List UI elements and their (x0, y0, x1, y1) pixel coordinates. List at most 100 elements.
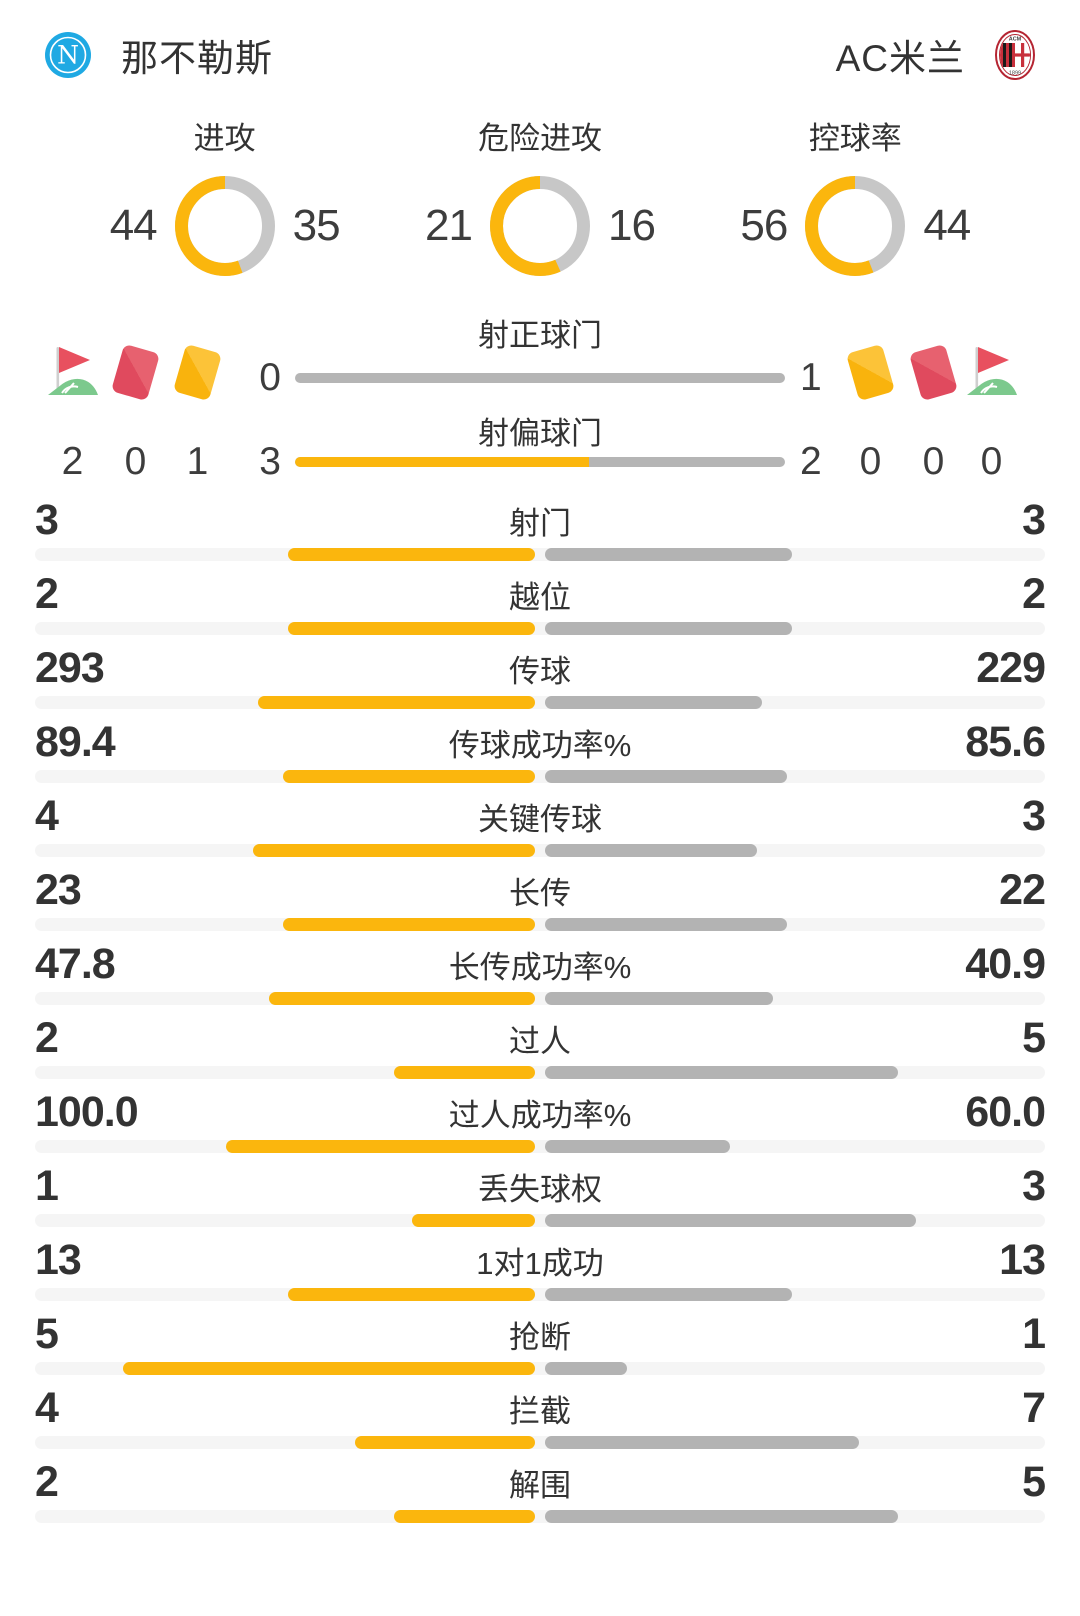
stat-bar (35, 1214, 1045, 1227)
stat-row: 4 拦截 7 (0, 1384, 1080, 1458)
home-yellow-cards-value: 1 (186, 440, 209, 483)
home-discipline-icons (45, 340, 222, 404)
stat-bar (35, 622, 1045, 635)
donut-title: 危险进攻 (477, 121, 602, 156)
corner-flag-icon (45, 341, 99, 403)
stat-bar (35, 918, 1045, 931)
away-corners-value: 0 (980, 440, 1003, 483)
stat-away-value: 60.0 (965, 1088, 1046, 1136)
stat-row: 4 关键传球 3 (0, 792, 1080, 866)
away-yellow-cards-value: 0 (859, 440, 882, 483)
stat-bar (35, 696, 1045, 709)
stat-row: 2 过人 5 (0, 1014, 1080, 1088)
shots-on-target-label: 射正球门 (478, 318, 602, 353)
red-card-icon (110, 343, 160, 401)
stat-row: 2 解围 5 (0, 1458, 1080, 1532)
stat-row: 1 丢失球权 3 (0, 1162, 1080, 1236)
stats-list: 3 射门 3 2 越位 2 293 传球 229 (0, 496, 1080, 1532)
donut-away-value: 44 (923, 201, 971, 250)
shots-on-target-bar (295, 373, 785, 383)
donut-chart (805, 176, 906, 276)
stat-label: 拦截 (509, 1393, 571, 1429)
home-discipline-values: 2 0 1 (45, 440, 219, 484)
donut-home-value: 21 (425, 201, 473, 250)
stat-away-value: 2 (1022, 570, 1046, 618)
stat-bar (35, 844, 1045, 857)
stat-bar (35, 1436, 1045, 1449)
stat-label: 丢失球权 (478, 1171, 602, 1207)
stat-row: 100.0 过人成功率% 60.0 (0, 1088, 1080, 1162)
stat-row: 293 传球 229 (0, 644, 1080, 718)
stat-label: 传球 (509, 653, 571, 689)
stat-bar (35, 1510, 1045, 1523)
donut-chart (174, 176, 275, 276)
donut-stat: 危险进攻 21 16 (382, 116, 697, 276)
donut-stat: 进攻 44 35 (67, 116, 382, 276)
stat-row: 5 抢断 1 (0, 1310, 1080, 1384)
stat-home-value: 4 (35, 792, 59, 840)
stat-label: 抢断 (509, 1319, 571, 1355)
stat-bar (35, 1066, 1045, 1079)
away-discipline-values: 0 0 0 (848, 440, 1018, 484)
stat-label: 过人成功率% (448, 1097, 632, 1133)
donut-home-value: 56 (740, 201, 788, 250)
shots-off-target-away-value: 2 (800, 440, 822, 483)
stat-home-value: 5 (35, 1310, 59, 1358)
donut-title: 进攻 (193, 121, 256, 156)
away-red-cards-value: 0 (922, 440, 945, 483)
stat-home-value: 89.4 (35, 718, 116, 766)
stat-label: 射门 (509, 505, 571, 541)
stat-home-value: 293 (35, 644, 105, 692)
stat-bar (35, 1140, 1045, 1153)
stat-home-value: 13 (35, 1236, 82, 1284)
stat-away-value: 40.9 (965, 940, 1046, 988)
stat-home-value: 3 (35, 496, 59, 544)
stat-home-value: 4 (35, 1384, 59, 1432)
stat-label: 越位 (509, 579, 571, 615)
stat-label: 关键传球 (478, 801, 602, 837)
ac-milan-crest-icon: ACM 1899 (995, 30, 1035, 80)
stat-away-value: 13 (999, 1236, 1046, 1284)
yellow-card-icon (172, 343, 222, 401)
shots-on-target-away-value: 1 (800, 356, 822, 399)
shots-off-target-row: 3 2 (0, 440, 1080, 484)
overview-donuts: 进攻 44 35 危险进攻 21 16 控球率 (67, 116, 1013, 276)
home-corners-value: 2 (61, 440, 84, 483)
stat-bar (35, 1288, 1045, 1301)
shots-off-target-bar (295, 457, 785, 467)
stat-label: 1对1成功 (476, 1245, 604, 1281)
stat-label: 解围 (509, 1467, 571, 1503)
donut-home-value: 44 (109, 201, 158, 250)
team-home: N 那不勒斯 (45, 28, 273, 82)
away-team-name: AC米兰 (835, 38, 965, 79)
stat-bar (35, 992, 1045, 1005)
corner-flag-icon (964, 341, 1018, 403)
shots-on-target-row: 0 1 (0, 356, 1080, 400)
stat-row: 3 射门 3 (0, 496, 1080, 570)
stat-home-value: 47.8 (35, 940, 116, 988)
stat-row: 23 长传 22 (0, 866, 1080, 940)
home-team-name: 那不勒斯 (121, 38, 273, 79)
stat-label: 过人 (509, 1023, 571, 1059)
napoli-crest-icon: N (45, 32, 91, 78)
stat-away-value: 22 (999, 866, 1046, 914)
away-discipline-icons (845, 340, 1018, 404)
shots-off-target-home-value: 3 (259, 440, 281, 483)
svg-text:1899: 1899 (1009, 71, 1021, 77)
donut-stat: 控球率 56 44 (698, 116, 1013, 276)
stat-home-value: 23 (35, 866, 82, 914)
donut-title: 控球率 (808, 121, 902, 156)
stat-away-value: 3 (1022, 1162, 1046, 1210)
stat-label: 长传成功率% (448, 949, 632, 985)
stat-away-value: 229 (976, 644, 1046, 692)
stat-bar (35, 1362, 1045, 1375)
yellow-card-icon (845, 343, 895, 401)
stat-row: 89.4 传球成功率% 85.6 (0, 718, 1080, 792)
stat-bar (35, 770, 1045, 783)
svg-text:N: N (57, 41, 79, 70)
stat-away-value: 3 (1022, 792, 1046, 840)
stat-row: 2 越位 2 (0, 570, 1080, 644)
stat-row: 13 1对1成功 13 (0, 1236, 1080, 1310)
red-card-icon (908, 343, 958, 401)
